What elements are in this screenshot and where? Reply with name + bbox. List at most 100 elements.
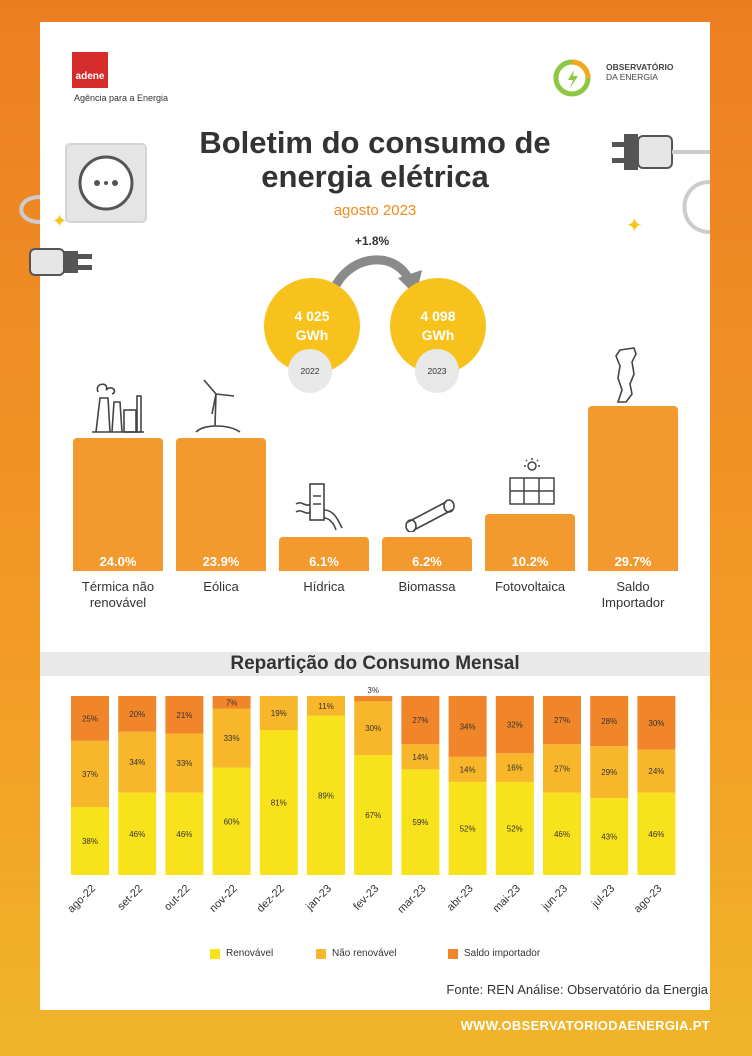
bar-segment <box>307 715 345 875</box>
bar-segment <box>637 696 676 750</box>
adene-logo: adene <box>72 52 108 88</box>
x-tick-label: fev-23 <box>351 883 381 913</box>
bar-segment <box>259 730 298 875</box>
log-icon <box>405 499 455 532</box>
bar-segment-label: 52% <box>507 824 523 833</box>
bar-segment-label: 3% <box>367 686 379 695</box>
bar-segment-label: 89% <box>318 791 334 800</box>
bar-segment <box>637 749 676 793</box>
hydro-dam-icon <box>295 483 343 531</box>
bar-segment-label: 30% <box>365 724 381 733</box>
bar-segment <box>637 792 676 875</box>
x-tick-label: mar-23 <box>395 883 428 916</box>
delta-label: +1.8% <box>354 234 390 248</box>
bar-segment-label: 33% <box>176 759 192 768</box>
bar-segment-label: 60% <box>224 817 240 826</box>
source-pct: 23.9% <box>202 553 240 569</box>
bar-segment <box>401 696 440 745</box>
portugal-map-icon <box>615 347 637 403</box>
legend-swatch <box>448 948 458 959</box>
bar-segment <box>71 806 109 875</box>
bar-segment <box>495 753 534 782</box>
bar-segment-label: 29% <box>601 768 617 777</box>
bar-segment-label: 33% <box>224 734 240 743</box>
source-pct: 10.2% <box>511 553 549 569</box>
source-bar: 23.9% <box>176 438 266 571</box>
svg-text:✦: ✦ <box>52 211 67 232</box>
website-url[interactable]: WWW.OBSERVATORIODAENERGIA.PT <box>460 1018 710 1033</box>
legend-swatch <box>316 948 326 959</box>
bar-segment-label: 21% <box>176 711 192 720</box>
bar-segment-label: 67% <box>365 811 381 820</box>
bar-segment-label: 27% <box>554 716 570 725</box>
bar-segment <box>354 755 393 875</box>
legend-label: Renovável <box>226 948 274 959</box>
bar-segment-label: 25% <box>82 714 98 723</box>
x-tick-label: abr-23 <box>445 883 476 914</box>
observatorio-logo-icon <box>553 59 591 97</box>
x-tick-label: ago-22 <box>65 883 98 916</box>
observatorio-logo-text: OBSERVATÓRIO DA ENERGIA <box>606 62 674 82</box>
x-tick-label: jan-23 <box>303 883 334 914</box>
bar-segment-label: 14% <box>460 765 476 774</box>
page-subtitle: agosto 2023 <box>333 202 417 219</box>
year-2022-badge: 2022 <box>288 349 332 393</box>
bar-segment <box>118 731 157 793</box>
bar-segment-label: 52% <box>460 824 476 833</box>
bar-segment <box>543 696 581 745</box>
source-bar: 24.0% <box>73 437 163 571</box>
bar-segment <box>118 696 157 732</box>
x-tick-label: set-22 <box>115 883 145 913</box>
bar-segment-label: 81% <box>271 799 287 808</box>
bar-segment <box>448 696 487 757</box>
legend-label: Saldo importador <box>464 948 541 959</box>
x-tick-label: mai-23 <box>491 883 523 915</box>
bar-segment <box>543 792 581 875</box>
bar-segment <box>165 792 204 875</box>
page-title: Boletim do consumo de energia elétrica <box>199 125 551 194</box>
wind-turbine-icon <box>195 379 241 433</box>
bar-segment-label: 24% <box>648 767 664 776</box>
bar-segment-label: 30% <box>648 719 664 728</box>
bar-segment-label: 37% <box>82 770 98 779</box>
bar-segment <box>259 696 298 731</box>
source-label: Biomassa <box>398 579 456 594</box>
x-tick-label: dez-22 <box>255 883 287 915</box>
bar-segment <box>71 696 109 741</box>
bar-segment <box>212 696 251 709</box>
bar-segment-label: 34% <box>129 758 145 767</box>
year-2023-badge: 2023 <box>415 349 459 393</box>
bar-segment-label: 32% <box>507 721 523 730</box>
source-bar: 6.2% <box>382 536 472 571</box>
bulletin-card: adene Agência para a Energia OBSERVATÓRI… <box>19 22 710 1010</box>
bar-segment <box>590 798 629 875</box>
legend-swatch <box>210 948 220 959</box>
plug-right-icon: ✦ <box>612 134 710 237</box>
legend-label: Não renovável <box>332 948 397 959</box>
bar-segment <box>495 781 534 875</box>
source-label: Saldo Importador <box>601 579 665 610</box>
x-tick-label: ago-23 <box>632 883 665 916</box>
legend-item: Renovável <box>210 948 273 959</box>
bar-segment-label: 46% <box>176 830 192 839</box>
bar-segment-label: 11% <box>318 702 333 711</box>
bar-segment <box>165 733 204 793</box>
bar-segment <box>165 696 204 734</box>
bar-segment-label: 27% <box>412 716 428 725</box>
x-tick-label: jul-23 <box>589 883 617 911</box>
bar-segment-label: 38% <box>82 837 98 846</box>
bar-segment <box>401 769 440 875</box>
source-bar: 29.7% <box>588 406 678 571</box>
bar-segment <box>590 696 629 747</box>
source-pct: 24.0% <box>99 553 137 569</box>
bar-segment <box>401 744 440 770</box>
bar-segment-label: 16% <box>507 764 523 773</box>
adene-subtitle: Agência para a Energia <box>74 93 169 103</box>
source-pct: 6.1% <box>309 553 339 569</box>
legend-item: Saldo importador <box>448 948 540 959</box>
bar-segment-label: 20% <box>129 710 145 719</box>
source-pct: 6.2% <box>412 553 442 569</box>
svg-text:✦: ✦ <box>626 213 643 237</box>
source-pct: 29.7% <box>614 554 652 569</box>
bar-segment-label: 28% <box>601 717 617 726</box>
